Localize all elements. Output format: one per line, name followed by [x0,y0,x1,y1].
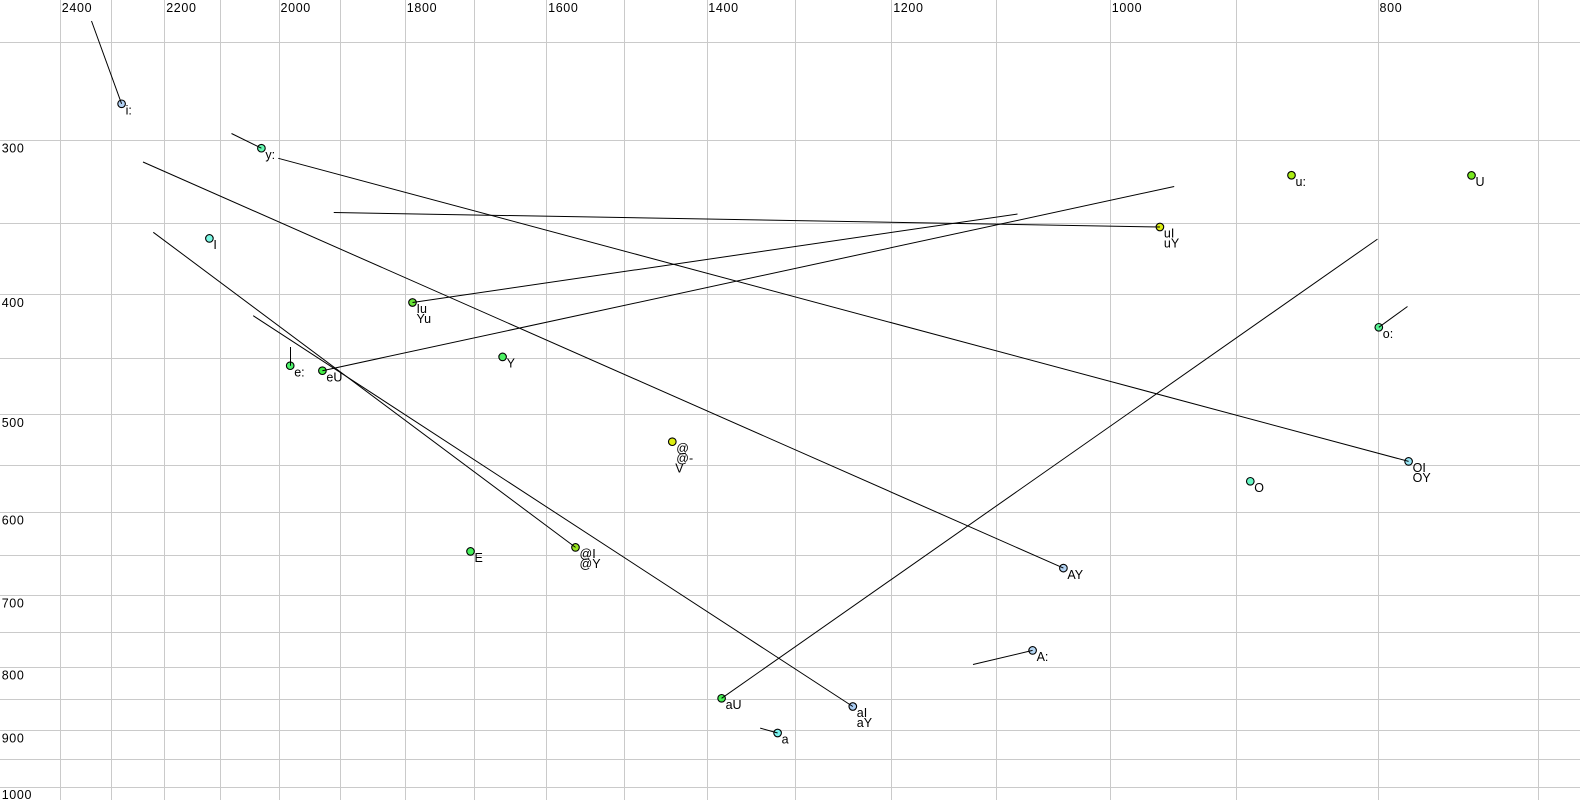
svg-text:a: a [782,733,789,747]
svg-text:300: 300 [2,141,25,155]
svg-text:eU: eU [326,370,342,384]
svg-text:@@-V: @ @-V [675,441,693,475]
svg-text:@I@Y: @I @Y [580,547,602,571]
svg-text:1000: 1000 [1112,1,1142,15]
svg-text:I: I [213,238,216,252]
svg-text:900: 900 [2,732,25,746]
svg-text:1800: 1800 [407,1,437,15]
svg-text:i:: i: [126,104,132,118]
svg-text:1400: 1400 [708,1,738,15]
svg-text:600: 600 [2,514,25,528]
svg-text:1600: 1600 [548,1,578,15]
svg-text:1200: 1200 [893,1,923,15]
svg-text:AY: AY [1067,568,1083,582]
svg-text:2000: 2000 [281,1,311,15]
svg-text:U: U [1476,175,1485,189]
svg-text:y:: y: [265,148,275,162]
svg-text:2200: 2200 [166,1,196,15]
svg-text:o:: o: [1383,327,1393,341]
svg-text:O: O [1254,481,1264,495]
svg-text:aU: aU [726,698,742,712]
svg-text:A:: A: [1037,650,1049,664]
svg-text:400: 400 [2,296,25,310]
svg-text:500: 500 [2,416,25,430]
svg-text:800: 800 [1380,1,1403,15]
svg-text:700: 700 [2,597,25,611]
svg-text:1000: 1000 [2,788,32,800]
svg-text:2400: 2400 [62,1,92,15]
svg-text:Y: Y [507,357,516,371]
svg-text:E: E [475,551,483,565]
svg-text:e:: e: [294,365,304,379]
svg-text:800: 800 [2,668,25,682]
svg-text:u:: u: [1296,175,1306,189]
